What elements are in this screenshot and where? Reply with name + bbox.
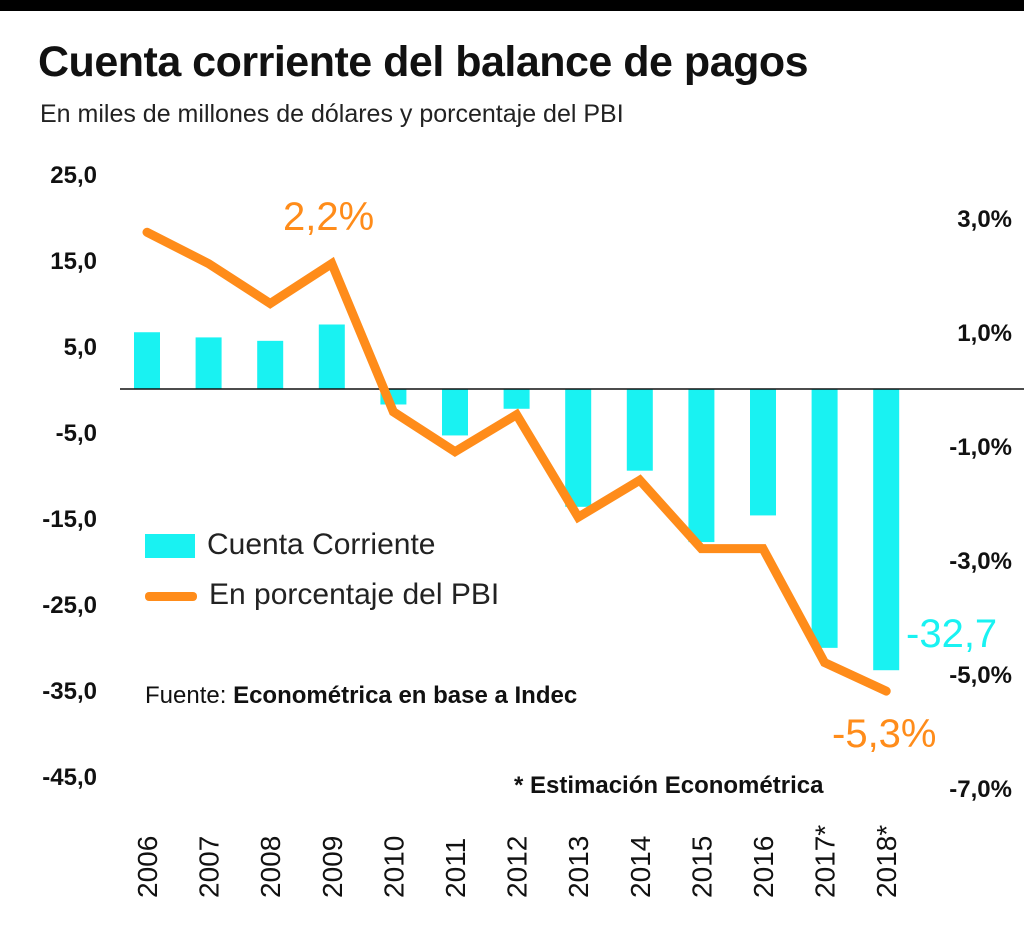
legend-item-bars: Cuenta Corriente (145, 528, 435, 562)
bar-2009 (318, 324, 345, 389)
left-tick-label: 15,0 (50, 248, 97, 275)
pbi-point-2011 (454, 450, 456, 453)
annotation-last-bar: -32,7 (906, 612, 998, 656)
bar-2011 (442, 389, 468, 436)
pbi-point-2017 (823, 661, 826, 664)
chart-subtitle: En miles de millones de dólares y porcen… (40, 100, 624, 128)
pbi-point-2010 (392, 410, 395, 413)
left-tick-label: -15,0 (42, 506, 97, 533)
pbi-point-2008 (269, 302, 272, 305)
bar-2017 (811, 389, 838, 648)
right-tick-label: 1,0% (957, 320, 1012, 347)
left-tick-label: 25,0 (50, 162, 97, 189)
pbi-point-2009 (330, 262, 333, 265)
left-tick-label: -5,0 (56, 420, 97, 447)
x-tick-label: 2011 (440, 838, 471, 898)
x-tick-label: 2013 (563, 836, 594, 898)
x-tick-label: 2006 (132, 836, 163, 898)
left-tick-label: 5,0 (64, 334, 97, 361)
legend-item-line: En porcentaje del PBI (145, 578, 499, 612)
source-text: Econométrica en base a Indec (233, 682, 578, 709)
top-rule (0, 0, 1024, 11)
x-tick-label: 2018* (871, 825, 902, 898)
left-tick-label: -45,0 (42, 764, 97, 791)
bar-2007 (195, 337, 222, 389)
bar-2006 (134, 332, 160, 389)
pbi-point-2016 (762, 547, 764, 550)
pbi-point-2006 (146, 231, 148, 234)
bar-2018 (873, 389, 900, 671)
right-tick-label: 3,0% (957, 206, 1012, 233)
x-tick-label: 2016 (748, 836, 779, 898)
pbi-point-2015 (700, 547, 703, 550)
pbi-point-2007 (207, 262, 210, 265)
legend-swatch-bars (145, 534, 195, 559)
pbi-point-2018 (885, 690, 888, 693)
left-tick-label: -35,0 (42, 678, 97, 705)
source-note: Fuente: Econométrica en base a Indec (145, 682, 577, 710)
right-tick-label: -1,0% (949, 434, 1012, 461)
bar-2015 (688, 389, 715, 543)
x-tick-label: 2009 (317, 836, 348, 898)
right-tick-label: -3,0% (949, 548, 1012, 575)
bar-2016 (750, 389, 776, 516)
x-tick-label: 2007 (194, 836, 225, 898)
bar-2014 (626, 389, 653, 471)
left-tick-label: -25,0 (42, 592, 97, 619)
pbi-point-2014 (638, 479, 641, 482)
x-tick-label: 2008 (255, 836, 286, 898)
estimate-note: * Estimación Econométrica (514, 772, 824, 799)
x-tick-label: 2010 (378, 836, 409, 898)
bar-2012 (503, 389, 530, 409)
bar-2008 (257, 340, 284, 389)
annotation-peak: 2,2% (283, 195, 375, 239)
x-tick-label: 2015 (686, 836, 717, 898)
x-tick-label: 2014 (625, 836, 656, 898)
legend-label-line: En porcentaje del PBI (209, 578, 500, 611)
pbi-point-2012 (515, 413, 518, 416)
annotation-last-line: -5,3% (832, 712, 937, 756)
right-tick-label: -7,0% (949, 776, 1012, 803)
source-label: Fuente: (145, 682, 227, 709)
legend-swatch-line (145, 591, 197, 601)
chart-title: Cuenta corriente del balance de pagos (38, 38, 809, 86)
x-tick-label: 2017* (810, 825, 841, 898)
pbi-point-2013 (577, 516, 580, 519)
legend-label-bars: Cuenta Corriente (207, 528, 436, 561)
bar-2013 (565, 389, 592, 507)
x-tick-label: 2012 (502, 836, 533, 898)
right-tick-label: -5,0% (949, 662, 1012, 689)
